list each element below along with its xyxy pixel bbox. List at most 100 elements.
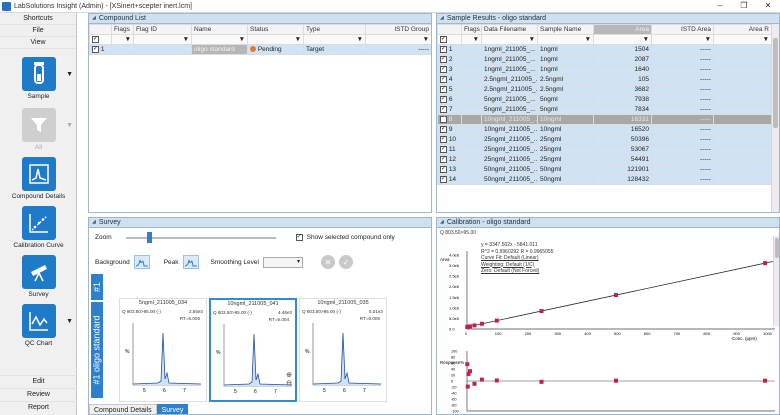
table-row[interactable]: ✓ 5 2.5ngml_211005_... 2.5ngml 3682 ----- (437, 84, 772, 95)
col-status[interactable]: Status (247, 24, 304, 35)
nav-edit[interactable]: Edit (0, 375, 77, 387)
weighting-link[interactable]: Weighting: Default (1/C) (481, 261, 535, 268)
tab-compound-details[interactable]: Compound Details (89, 404, 157, 414)
accept-button[interactable]: ✓ (338, 255, 353, 269)
row-check[interactable]: ✓ 1 (89, 44, 112, 55)
curve-fit-link[interactable]: Curve Fit: Default (Linear) (481, 255, 539, 261)
table-row[interactable]: ✓ 14 50ngml_211005_... 50ngml 128432 ----- (437, 174, 772, 185)
scrollbar-thumb[interactable] (775, 238, 779, 258)
row-check[interactable]: ✓ 8 (437, 114, 462, 125)
row-check[interactable]: ✓ 6 (437, 94, 462, 105)
filter-flags[interactable]: ▼ (461, 34, 482, 45)
nav-review[interactable]: Review (0, 388, 77, 400)
filter-area-ratio[interactable]: ▼ (713, 34, 772, 45)
row-check[interactable]: ✓ 11 (437, 144, 462, 155)
row-check[interactable]: ✓ 10 (437, 134, 462, 145)
zero-link[interactable]: Zero: Default (Not Forced) (481, 268, 540, 274)
chromatogram-tile[interactable]: 10ngml_211005_035 Q 803.50>95.00 (-) 5.01e… (299, 298, 387, 402)
table-row[interactable]: ✓ 2 1ngml_211005_... 1ngml 2087 ----- (437, 54, 772, 65)
calibration-scrollbar[interactable] (773, 236, 779, 326)
filter-flags[interactable]: ▼ (111, 34, 134, 45)
table-row[interactable]: ✓ 3 1ngml_211005_... 1ngml 1640 ----- (437, 64, 772, 75)
background-peak-button[interactable] (133, 255, 150, 269)
filter-filename[interactable]: ▼ (481, 34, 538, 45)
row-check[interactable]: ✓ 4 (437, 74, 462, 85)
row-check[interactable]: ✓ 12 (437, 154, 462, 165)
table-row[interactable]: ✓ 11 25ngml_211005_... 25ngml 53067 ----- (437, 144, 772, 155)
col-area-ratio[interactable]: Area R (713, 24, 772, 35)
filter-status[interactable]: ▼ (247, 34, 304, 45)
minimize-button[interactable]: – (717, 1, 723, 10)
table-row[interactable]: ✓ 13 50ngml_211005_... 50ngml 121901 ----- (437, 164, 772, 175)
collapse-triangle-icon[interactable]: ◢ (440, 219, 444, 225)
collapse-triangle-icon[interactable]: ◢ (92, 219, 96, 225)
filter-istd[interactable]: ▼ (365, 34, 431, 45)
col-istd-area[interactable]: ISTD Area (651, 24, 714, 35)
table-row[interactable]: ✓ 6 5ngml_211005_... 5ngml 7938 ----- (437, 94, 772, 105)
chromatogram-tile[interactable]: 5ngml_211005_034 Q 803.50>95.00 (-) 2.55e3… (119, 298, 207, 402)
col-flag-id[interactable]: Flag ID (133, 24, 192, 35)
filter-area[interactable]: ▼ (593, 34, 652, 45)
collapse-triangle-icon[interactable]: ◢ (92, 15, 96, 21)
col-flags[interactable]: Flags (111, 24, 134, 35)
filter-istd[interactable]: ▼ (651, 34, 714, 45)
reject-button[interactable]: ✕ (320, 255, 335, 269)
collapse-triangle-icon[interactable]: ◢ (440, 15, 444, 21)
row-check[interactable]: ✓ 1 (437, 44, 462, 55)
zoom-slider[interactable] (125, 231, 276, 243)
qc-caret-icon[interactable]: ▼ (66, 318, 73, 325)
group-number-tab[interactable]: #1 (91, 274, 103, 300)
nav-survey[interactable]: Survey (0, 255, 77, 298)
row-check[interactable]: ✓ 14 (437, 174, 462, 185)
row-check[interactable]: ✓ 9 (437, 124, 462, 135)
filter-check[interactable]: ✓ (89, 34, 112, 45)
row-check[interactable]: ✓ 7 (437, 104, 462, 115)
table-row[interactable]: ✓ 8 10ngml_211005_... 10ngml 16331 ----- (437, 114, 772, 125)
nav-view[interactable]: View (0, 37, 76, 49)
table-row[interactable]: ✓ 4 2.5ngml_211005_... 2.5ngml 105 ----- (437, 74, 772, 85)
col-name[interactable]: Name (191, 24, 248, 35)
filter-name[interactable]: ▼ (191, 34, 248, 45)
table-row[interactable]: ✓ 1 1ngml_211005_... 1ngml 1504 ----- (437, 44, 772, 55)
scrollbar-thumb[interactable] (773, 38, 778, 128)
col-type[interactable]: Type (303, 24, 366, 35)
show-selected-checkbox[interactable]: ✓ (295, 234, 303, 241)
filter-sample[interactable]: ▼ (537, 34, 594, 45)
table-row[interactable]: ✓ 1 oligo standard Pending Target ----- (89, 44, 431, 55)
col-area[interactable]: Area (593, 24, 652, 35)
smoothing-select[interactable]: ▾ (262, 256, 303, 268)
row-name[interactable]: oligo standard (191, 44, 248, 55)
zoom-in-icon[interactable]: ⊕ (286, 372, 292, 379)
maximize-button[interactable]: ❐ (740, 1, 748, 10)
row-check[interactable]: ✓ 5 (437, 84, 462, 95)
sample-caret-icon[interactable]: ▼ (66, 71, 73, 78)
nav-file[interactable]: File (0, 25, 76, 37)
nav-sample[interactable]: ▼ Sample (0, 57, 77, 100)
zoom-out-icon[interactable]: ⊖ (286, 380, 292, 387)
close-button[interactable]: ✕ (764, 1, 772, 10)
nav-report[interactable]: Report (0, 401, 77, 413)
nav-qc-chart[interactable]: ▼ QC Chart (0, 304, 77, 347)
filter-type[interactable]: ▼ (303, 34, 366, 45)
table-row[interactable]: ✓ 7 5ngml_211005_... 5ngml 7834 ----- (437, 104, 772, 115)
col-istd-group[interactable]: ISTD Group (365, 24, 431, 35)
zoom-thumb[interactable] (147, 231, 153, 243)
nav-calibration-curve[interactable]: Calibration Curve (0, 206, 77, 249)
col-data-filename[interactable]: Data Filename (481, 24, 538, 35)
nav-shortcuts[interactable]: Shortcuts (0, 13, 76, 25)
col-sample-name[interactable]: Sample Name (537, 24, 594, 35)
row-check[interactable]: ✓ 3 (437, 64, 462, 75)
table-row[interactable]: ✓ 10 25ngml_211005_... 25ngml 50396 ----- (437, 134, 772, 145)
sample-scrollbar[interactable] (771, 24, 779, 212)
nav-compound-details[interactable]: Compound Details (0, 157, 77, 200)
table-row[interactable]: ✓ 12 25ngml_211005_... 25ngml 54491 ----- (437, 154, 772, 165)
peak-button[interactable] (182, 255, 199, 269)
row-check[interactable]: ✓ 13 (437, 164, 462, 175)
filter-flag-id[interactable]: ▼ (133, 34, 192, 45)
filter-check[interactable]: ✓ (437, 34, 462, 45)
col-flags[interactable]: Flags (461, 24, 482, 35)
table-row[interactable]: ✓ 9 10ngml_211005_... 10ngml 16520 ----- (437, 124, 772, 135)
chromatogram-tile[interactable]: 10ngml_211005_041 Q 803.50>95.00 (-) 4.46e… (209, 298, 297, 402)
group-name-tab[interactable]: #1 oligo standard (91, 302, 103, 398)
